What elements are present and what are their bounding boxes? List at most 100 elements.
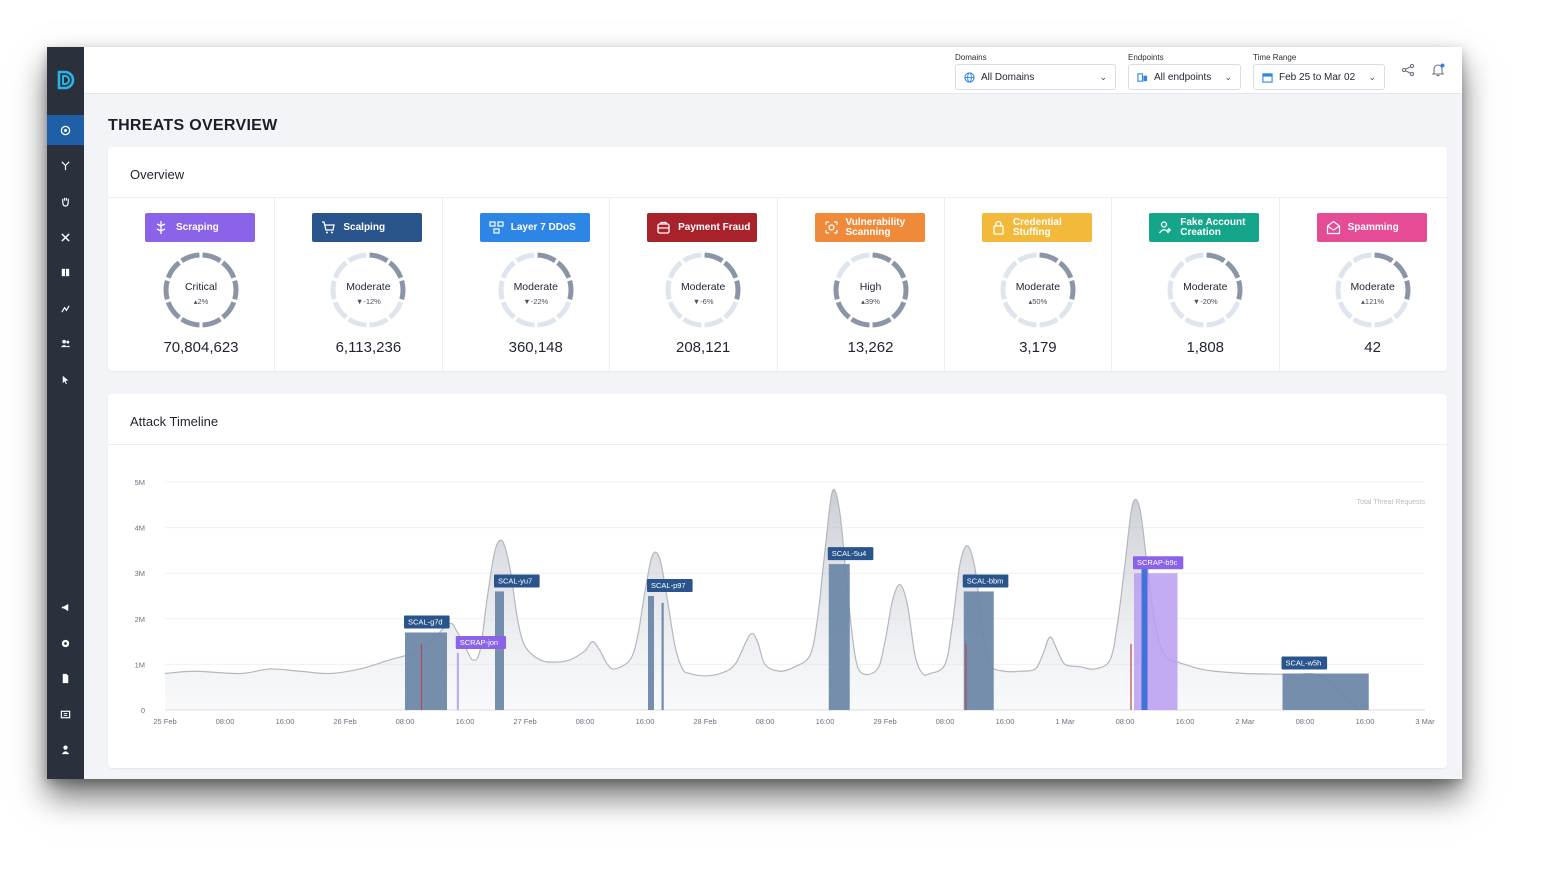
nav-hand-icon[interactable] [47, 186, 84, 216]
gauge-segment [1337, 260, 1353, 279]
threat-tile[interactable]: Scalping Moderate ▼-12% 6,113,236 [275, 198, 443, 371]
threat-type-badge[interactable]: Credential Stuffing [981, 213, 1092, 242]
gauge-segment [537, 252, 557, 263]
threat-type-badge[interactable]: Payment Fraud [647, 213, 758, 242]
attack-label-box [647, 579, 693, 592]
payment-fraud-icon [657, 221, 670, 234]
gauge-segment [369, 317, 390, 328]
threat-tile[interactable]: Layer 7 DDoS Moderate ▼-22% 360,148 [443, 198, 611, 371]
gauge-segment [1337, 301, 1353, 320]
credential-stuffing-icon [993, 220, 1004, 235]
bell-icon[interactable] [1431, 63, 1445, 77]
chevron-down-icon: ⌄ [1368, 71, 1376, 82]
threat-type-badge[interactable]: Spamming [1316, 213, 1427, 242]
legend-total-threat-requests: Total Threat Requests [1357, 499, 1426, 506]
gauge-segment [1206, 317, 1226, 328]
threat-count: 42 [1364, 339, 1381, 356]
endpoints-select[interactable]: All endpoints ⌄ [1128, 64, 1241, 90]
attack-label[interactable]: SCRAP-jon [455, 636, 507, 649]
gauge-segment [1057, 260, 1073, 279]
threat-level-label: High [859, 281, 882, 293]
attack-label[interactable]: SCAL-w5h [1281, 656, 1328, 670]
gauge-segment [555, 260, 571, 279]
vulnerability-scan-icon [824, 221, 838, 234]
nav-analytics-icon[interactable] [47, 293, 84, 323]
gauge-segment [1002, 301, 1018, 320]
gauge-segment [347, 252, 368, 263]
time-range-select[interactable]: Feb 25 to Mar 02 ⌄ [1253, 64, 1385, 90]
gauge-segment [849, 317, 870, 328]
x-tick-label: 08:00 [216, 717, 235, 724]
gauge-segment [1039, 252, 1059, 263]
gauge-segment [347, 317, 368, 328]
threat-type-badge[interactable]: Fake Account Creation [1149, 213, 1260, 242]
gauge-segment [734, 279, 741, 301]
nav-pointer-icon[interactable] [47, 364, 84, 394]
gauge-segment [890, 301, 906, 320]
attack-label[interactable]: SCAL-5u4 [827, 547, 874, 561]
gauge-segment [202, 252, 222, 263]
page-title: THREATS OVERVIEW [108, 117, 278, 134]
gauge-segment [1184, 317, 1204, 328]
gauge-segment [180, 317, 200, 328]
globe-icon [964, 71, 975, 83]
attack-label-box [1281, 656, 1328, 670]
gauge-segment [1351, 252, 1372, 263]
threat-tile[interactable]: Spamming Moderate ▴121% 42 [1280, 198, 1447, 371]
nav-settings-icon[interactable] [47, 628, 84, 658]
nav-profile-icon[interactable] [47, 734, 84, 764]
threat-tile[interactable]: Fake Account Creation Moderate ▼-20% 1,808 [1112, 198, 1280, 371]
attack-bar [1134, 573, 1178, 710]
threat-type-label: Layer 7 DDoS [510, 221, 576, 233]
x-tick-label: 3 Mar [1415, 717, 1435, 724]
threat-type-badge[interactable]: Vulnerability Scanning [814, 213, 925, 242]
threat-tile[interactable]: Scraping Critical ▴2% 70,804,623 [108, 198, 276, 371]
gauge-segment [165, 260, 181, 279]
attack-label[interactable]: SCAL-g7d [404, 615, 450, 629]
gauge-segment [537, 317, 557, 328]
nav-book-icon[interactable] [47, 257, 84, 287]
threat-type-badge[interactable]: Layer 7 DDoS [479, 213, 590, 242]
gauge-segment [833, 279, 840, 301]
threat-type-label: Scalping [343, 221, 386, 233]
app-logo-icon[interactable] [54, 68, 78, 92]
gauge-segment [704, 252, 724, 263]
threat-type-badge[interactable]: Scalping [312, 213, 423, 242]
nav-tools-icon[interactable] [47, 222, 84, 252]
x-tick-label: 16:00 [456, 717, 475, 724]
gauge-segment [682, 317, 702, 328]
nav-funnel-icon[interactable] [47, 150, 84, 180]
nav-reports-icon[interactable] [47, 699, 84, 729]
share-icon[interactable] [1401, 63, 1415, 77]
gauge-segment [232, 279, 239, 301]
gauge-segment [890, 260, 906, 279]
nav-users-icon[interactable] [47, 328, 84, 358]
gauge-segment [221, 260, 237, 279]
gauge-segment [668, 301, 684, 320]
attack-label[interactable]: SCAL-bbm [962, 574, 1009, 588]
attack-label-text: SCRAP-b9c [1137, 558, 1178, 567]
attack-label[interactable]: SCAL-yu7 [494, 574, 540, 588]
gauge-segment [682, 252, 702, 263]
nav-document-icon[interactable] [47, 663, 84, 693]
total-requests-line [164, 489, 1358, 711]
attack-label[interactable]: SCRAP-b9c [1133, 556, 1184, 570]
threat-tile[interactable]: Payment Fraud Moderate ▼-6% 208,121 [610, 198, 778, 371]
attack-bar [495, 591, 504, 710]
x-tick-label: 16:00 [636, 717, 655, 724]
nav-announcement-icon[interactable] [47, 592, 84, 622]
gauge-segment [1225, 301, 1241, 320]
threat-tile[interactable]: Vulnerability Scanning High ▴39% 13,262 [778, 198, 945, 371]
threat-type-badge[interactable]: Scraping [145, 213, 255, 242]
domains-filter: Domains All Domains ⌄ [955, 53, 1116, 90]
y-tick-label: 3M [135, 569, 145, 578]
attack-timeline-chart: 0 1M 2M 3M 4M 5M 25 Feb 08:00 16:00 26 Feb 08:00 16… [135, 478, 1436, 724]
nav-dashboard-icon[interactable] [47, 115, 84, 145]
spamming-icon [1326, 220, 1340, 235]
calendar-icon [1262, 72, 1273, 83]
attack-label[interactable]: SCAL-p97 [647, 579, 693, 592]
threat-level-delta: ▼-12% [355, 297, 381, 306]
domains-select[interactable]: All Domains ⌄ [955, 64, 1116, 90]
threat-tile[interactable]: Credential Stuffing Moderate ▴50% 3,179 [945, 198, 1113, 371]
threat-level-gauge [833, 252, 908, 328]
